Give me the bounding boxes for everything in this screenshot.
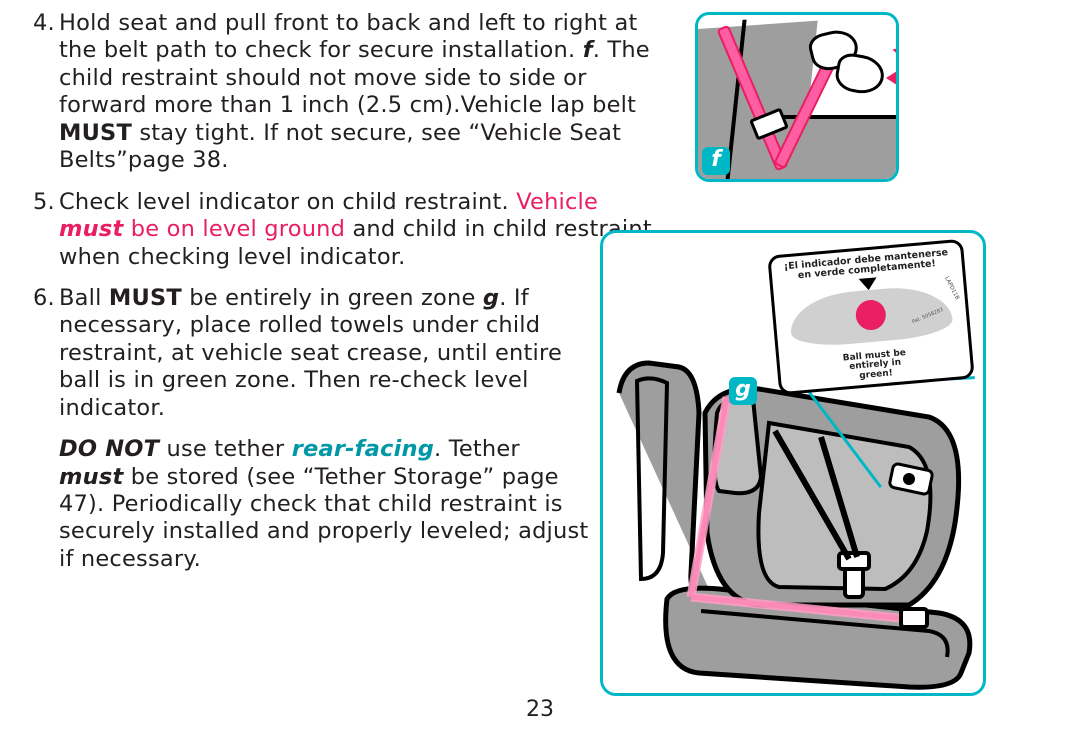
page-number: 23 <box>0 697 1080 722</box>
sticker-side: LAPD11B <box>943 276 960 301</box>
instruction-list: 4. Hold seat and pull front to back and … <box>35 10 655 587</box>
fig-ref-f: f <box>583 37 593 63</box>
car-seat-illustration <box>609 353 979 693</box>
indicator-ball <box>903 473 915 485</box>
hands-group <box>802 21 892 99</box>
rear-facing: rear-facing <box>292 436 434 462</box>
step-number: 4. <box>33 10 55 37</box>
must: must <box>59 464 123 490</box>
text: stay tight. If not secure, see “Vehicle … <box>59 120 621 173</box>
step-text: Ball MUST be entirely in green zone g. I… <box>59 285 589 422</box>
fig-ref-g: g <box>483 285 499 311</box>
figure-label-f: f <box>702 147 730 175</box>
text: . Tether <box>434 436 520 462</box>
text: be stored (see “Tether Storage” page 47)… <box>59 464 588 572</box>
text: Ball <box>59 285 109 311</box>
crotch-buckle <box>845 567 863 597</box>
text: Check level indicator on child restraint… <box>59 189 516 215</box>
warning-text: be on level ground <box>123 216 345 242</box>
step-number: 6. <box>33 285 55 312</box>
step-6: 6. Ball MUST be entirely in green zone g… <box>35 285 655 422</box>
hand-shape <box>833 51 887 97</box>
figure-f: f <box>695 12 899 182</box>
belt-buckle <box>901 609 927 627</box>
sticker-bottom-text: Ball must beentirely ingreen! <box>785 344 965 388</box>
arrow-left-icon <box>886 69 899 87</box>
step-5: 5. Check level indicator on child restra… <box>35 189 655 271</box>
text: Hold seat and pull front to back and lef… <box>59 10 637 63</box>
arrow-down-icon <box>892 45 899 63</box>
text: be entirely in green zone <box>182 285 483 311</box>
warning-must: must <box>59 216 123 242</box>
tether-note: DO NOT use tether rear-facing. Tether mu… <box>59 436 655 573</box>
text: use tether <box>159 436 292 462</box>
must: MUST <box>109 285 182 311</box>
manual-page: 4. Hold seat and pull front to back and … <box>0 0 1080 738</box>
do-not: DO NOT <box>59 436 159 462</box>
note-text: DO NOT use tether rear-facing. Tether mu… <box>59 436 589 573</box>
figure-g: ¡El indicador debe mantenerseen verde co… <box>600 230 986 696</box>
warning-text: Vehicle <box>516 189 598 215</box>
must: MUST <box>59 120 132 146</box>
step-text: Hold seat and pull front to back and lef… <box>59 10 655 175</box>
figure-label-g: g <box>729 377 757 405</box>
step-text: Check level indicator on child restraint… <box>59 189 655 271</box>
level-indicator-sticker: ¡El indicador debe mantenerseen verde co… <box>767 239 974 396</box>
step-number: 5. <box>33 189 55 216</box>
step-4: 4. Hold seat and pull front to back and … <box>35 10 655 175</box>
